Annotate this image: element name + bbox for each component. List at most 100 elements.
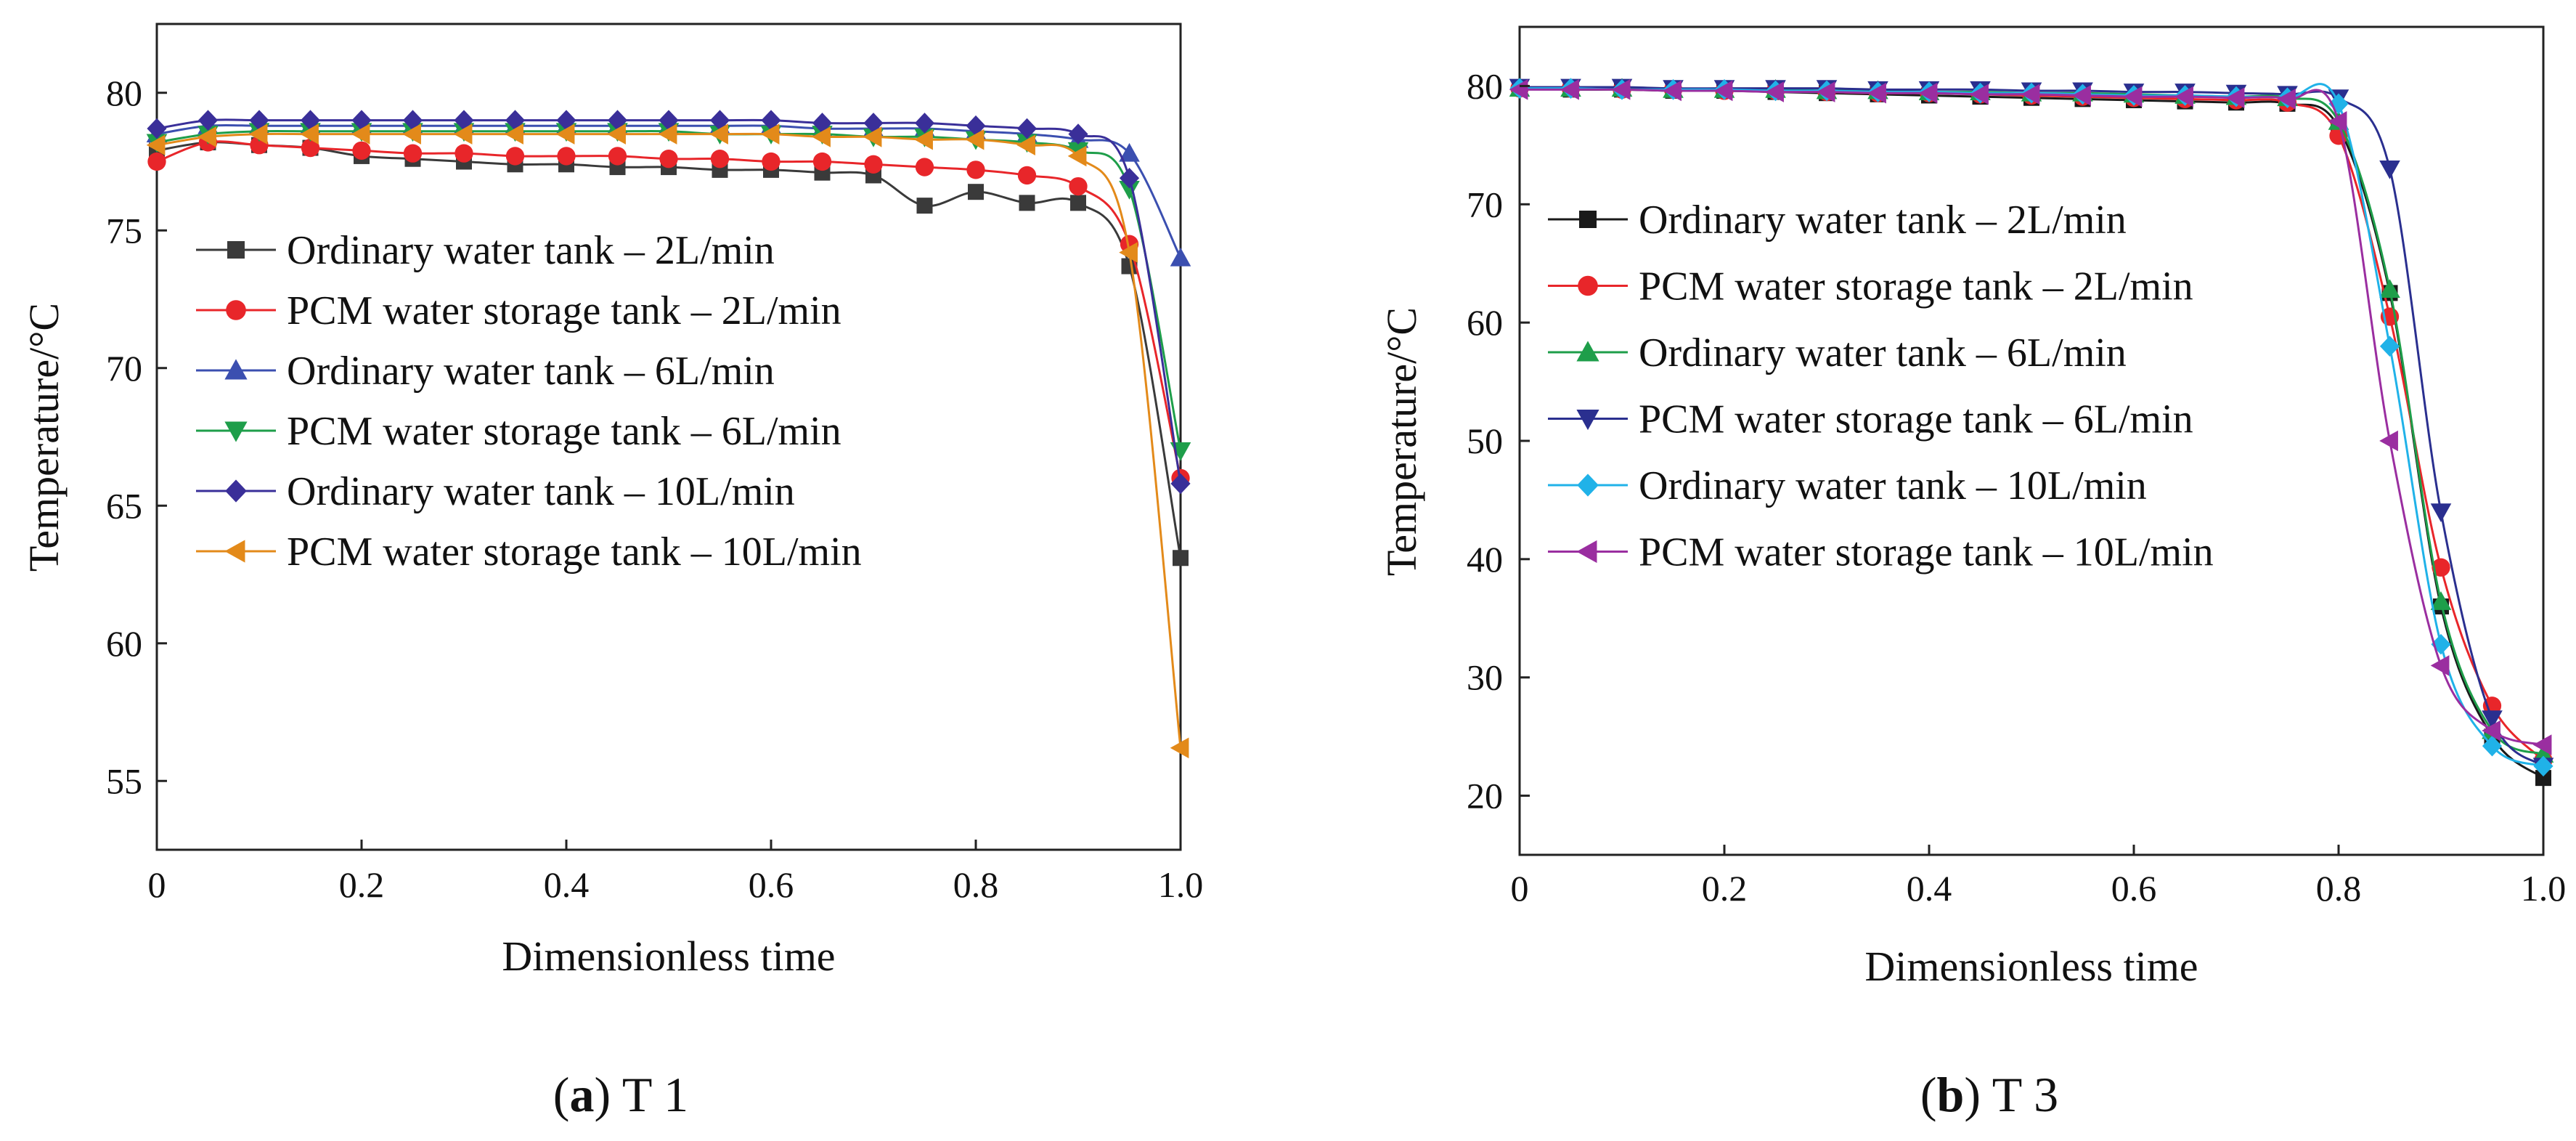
y-axis-label: Temperature/°C bbox=[20, 303, 68, 572]
data-point bbox=[301, 138, 320, 158]
series-line bbox=[156, 140, 1182, 479]
data-point bbox=[453, 123, 473, 145]
x-tick-label: 0.2 bbox=[1702, 868, 1748, 909]
data-point bbox=[351, 123, 370, 145]
data-point bbox=[1119, 167, 1140, 189]
data-point bbox=[1918, 82, 1938, 104]
data-point bbox=[1663, 80, 1682, 102]
data-point bbox=[914, 129, 933, 150]
data-point bbox=[2430, 655, 2450, 676]
legend-marker bbox=[226, 300, 246, 320]
x-tick-label: 0.6 bbox=[749, 864, 794, 905]
data-point bbox=[352, 141, 371, 160]
legend-item: Ordinary water tank – 6L/min bbox=[1548, 330, 2127, 375]
data-point bbox=[1119, 242, 1138, 263]
y-axis-label: Temperature/°C bbox=[1378, 307, 1425, 576]
data-point bbox=[659, 150, 678, 168]
data-point bbox=[557, 147, 576, 166]
y-tick-label: 75 bbox=[106, 210, 142, 251]
y-tick-label: 30 bbox=[1467, 657, 1503, 698]
x-axis-label: Dimensionless time bbox=[502, 933, 835, 980]
legend-label: PCM water storage tank – 2L/min bbox=[1639, 264, 2193, 309]
legend-item: PCM water storage tank – 2L/min bbox=[196, 288, 841, 333]
data-point bbox=[1509, 79, 1528, 100]
series-pcm-water-storage-tank-10l-min bbox=[146, 123, 1189, 759]
data-point bbox=[2432, 558, 2450, 577]
legend: Ordinary water tank – 2L/min PCM water st… bbox=[1548, 198, 2214, 575]
data-point bbox=[2482, 697, 2502, 715]
x-tick-label: 0.4 bbox=[1907, 868, 1952, 909]
data-point bbox=[2430, 503, 2452, 523]
data-point bbox=[197, 110, 219, 131]
data-point bbox=[863, 126, 882, 147]
legend: Ordinary water tank – 2L/min PCM water st… bbox=[196, 228, 862, 574]
data-point bbox=[403, 144, 423, 163]
x-tick-label: 0 bbox=[1511, 868, 1529, 909]
data-point bbox=[1016, 118, 1038, 139]
data-point bbox=[1560, 79, 1579, 100]
legend-marker bbox=[224, 421, 248, 442]
data-point bbox=[1170, 473, 1191, 495]
series-layer bbox=[1509, 78, 2554, 787]
data-point bbox=[863, 113, 884, 134]
data-point bbox=[197, 126, 216, 147]
data-point bbox=[659, 110, 679, 131]
caption-text: T 1 bbox=[622, 1067, 688, 1122]
data-point bbox=[300, 123, 319, 145]
data-point bbox=[1867, 82, 1886, 104]
legend-label: PCM water storage tank – 10L/min bbox=[1639, 530, 2214, 575]
chart-t3: 0 0.2 0.4 0.6 0.8 1.0 20 30 40 50 60 70 80 Ordinary… bbox=[1378, 25, 2567, 1122]
data-point bbox=[966, 161, 985, 179]
y-tick-label: 40 bbox=[1467, 539, 1503, 580]
data-point bbox=[1069, 176, 1088, 196]
legend-item: PCM water storage tank – 6L/min bbox=[1548, 397, 2193, 442]
data-point bbox=[1019, 195, 1035, 211]
x-tick-label: 0.8 bbox=[2316, 868, 2362, 909]
legend-label: PCM water storage tank – 6L/min bbox=[287, 409, 841, 454]
legend-marker bbox=[1576, 341, 1599, 362]
caption-letter: a bbox=[569, 1067, 594, 1122]
data-point bbox=[658, 123, 677, 145]
legend-label: Ordinary water tank – 10L/min bbox=[287, 469, 795, 514]
legend-label: PCM water storage tank – 10L/min bbox=[287, 529, 862, 574]
legend-marker bbox=[225, 479, 247, 503]
data-point bbox=[505, 123, 523, 145]
data-point bbox=[300, 110, 321, 131]
legend-marker bbox=[1578, 275, 1598, 296]
data-point bbox=[2482, 710, 2503, 730]
data-point bbox=[965, 129, 985, 150]
legend-item: Ordinary water tank – 2L/min bbox=[196, 228, 775, 273]
data-point bbox=[1170, 737, 1189, 759]
data-point bbox=[402, 123, 421, 145]
x-tick-label: 0.2 bbox=[339, 864, 385, 905]
data-point bbox=[1067, 145, 1087, 167]
data-point bbox=[915, 158, 934, 176]
x-tick-label: 1.0 bbox=[2521, 868, 2567, 909]
y-tick-label: 60 bbox=[106, 623, 142, 664]
data-point bbox=[455, 144, 473, 163]
legend-item: PCM water storage tank – 10L/min bbox=[1548, 530, 2214, 575]
legend-marker bbox=[224, 359, 248, 380]
data-point bbox=[761, 110, 781, 131]
data-point bbox=[1173, 550, 1189, 567]
chart-t1: 0 0.2 0.4 0.6 0.8 1.0 55 60 65 70 75 80 Ordinary w… bbox=[20, 23, 1203, 1122]
data-point bbox=[966, 115, 986, 137]
legend-marker bbox=[1576, 540, 1597, 564]
data-point bbox=[2482, 720, 2500, 742]
x-tick-layer: 0 0.2 0.4 0.6 0.8 1.0 bbox=[1511, 845, 2567, 909]
y-tick-layer: 55 60 65 70 75 80 bbox=[106, 73, 167, 801]
legend-label: Ordinary water tank – 2L/min bbox=[1639, 198, 2127, 243]
data-point bbox=[146, 134, 166, 156]
x-axis-label: Dimensionless time bbox=[1864, 943, 2198, 990]
legend-item: PCM water storage tank – 10L/min bbox=[196, 529, 862, 574]
data-point bbox=[1121, 258, 1138, 275]
data-point bbox=[2379, 160, 2400, 179]
x-tick-label: 0.4 bbox=[544, 864, 590, 905]
caption-b: (b) T 3 bbox=[1920, 1067, 2058, 1122]
data-point bbox=[1068, 123, 1088, 145]
y-tick-label: 70 bbox=[106, 348, 142, 389]
data-point bbox=[1017, 166, 1037, 185]
legend-marker bbox=[1576, 410, 1599, 431]
data-point bbox=[505, 110, 526, 131]
y-tick-label: 60 bbox=[1467, 302, 1503, 343]
